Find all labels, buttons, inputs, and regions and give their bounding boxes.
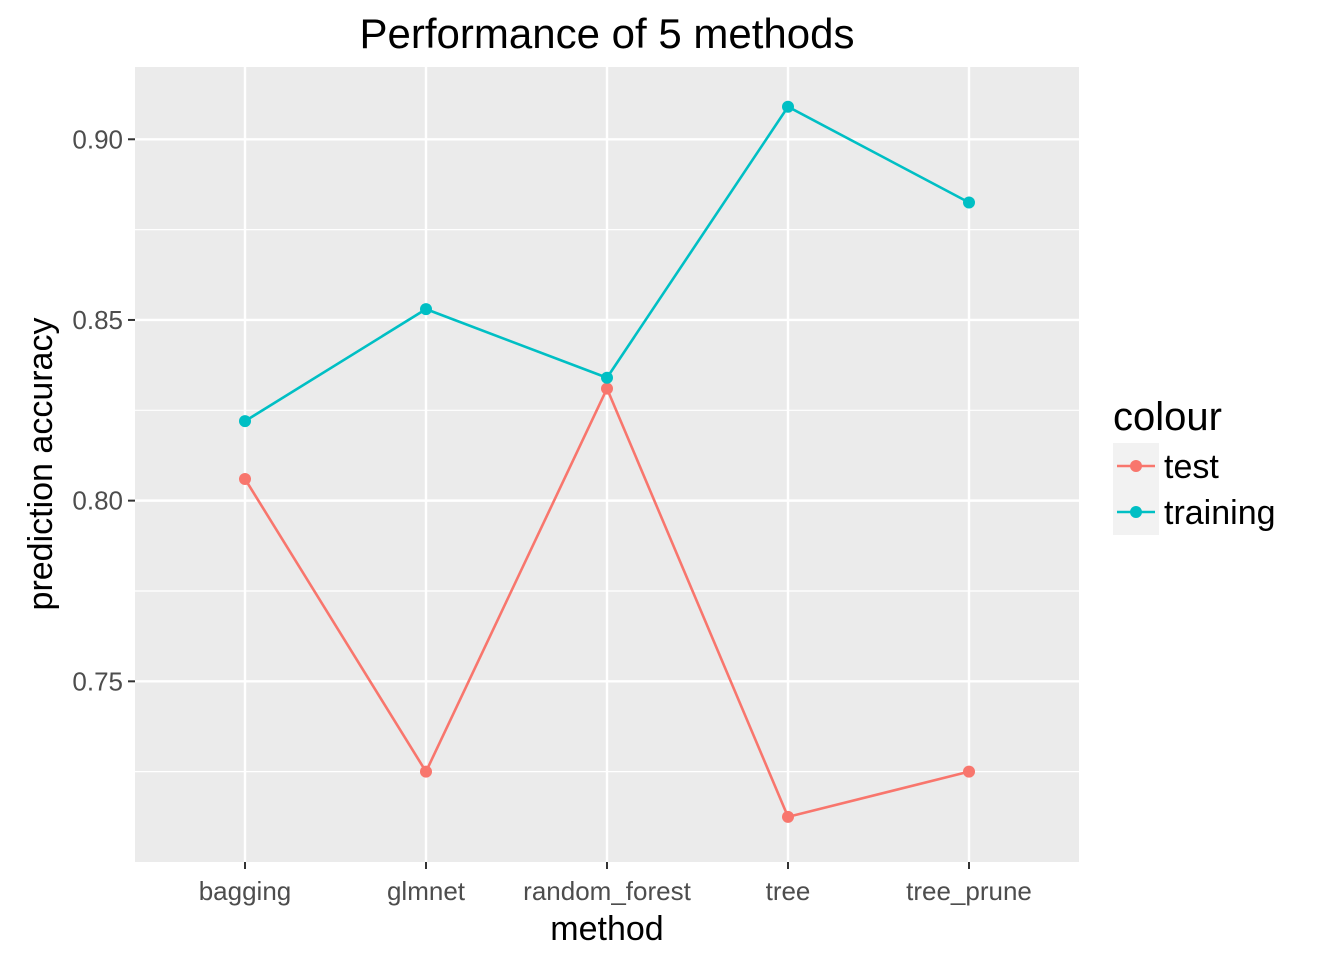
x-tick-label: bagging bbox=[199, 876, 292, 906]
data-point-training bbox=[782, 100, 794, 113]
x-tick-label: random_forest bbox=[523, 876, 691, 906]
legend-label-test: test bbox=[1164, 448, 1219, 486]
data-point-test bbox=[963, 765, 975, 778]
data-point-training bbox=[963, 196, 975, 209]
chart-title: Performance of 5 methods bbox=[360, 10, 855, 57]
legend-point-test bbox=[1130, 460, 1142, 472]
data-point-test bbox=[782, 810, 794, 823]
y-tick-label: 0.90 bbox=[72, 124, 123, 154]
series-points bbox=[239, 100, 975, 823]
major-gridlines bbox=[135, 67, 1079, 862]
y-tick-label: 0.75 bbox=[72, 666, 123, 696]
data-point-training bbox=[601, 371, 613, 384]
y-tick-label: 0.85 bbox=[72, 305, 123, 335]
data-point-training bbox=[420, 303, 432, 316]
legend-label-training: training bbox=[1164, 494, 1276, 532]
data-point-test bbox=[239, 472, 251, 485]
x-axis-title: method bbox=[550, 910, 663, 948]
x-axis: bagging glmnet random_forest tree tree_prune bbox=[199, 862, 1032, 906]
data-point-training bbox=[239, 415, 251, 428]
data-point-test bbox=[420, 765, 432, 778]
legend-title: colour bbox=[1113, 395, 1222, 439]
y-axis: 0.75 0.80 0.85 0.90 bbox=[72, 124, 135, 696]
legend: colour test training bbox=[1113, 395, 1276, 535]
legend-point-training bbox=[1130, 506, 1142, 518]
data-point-test bbox=[601, 382, 613, 395]
x-tick-label: tree_prune bbox=[906, 876, 1032, 906]
x-tick-label: tree bbox=[766, 876, 811, 906]
y-axis-title: prediction accuracy bbox=[22, 318, 60, 611]
y-tick-label: 0.80 bbox=[72, 486, 123, 516]
x-tick-label: glmnet bbox=[387, 876, 466, 906]
